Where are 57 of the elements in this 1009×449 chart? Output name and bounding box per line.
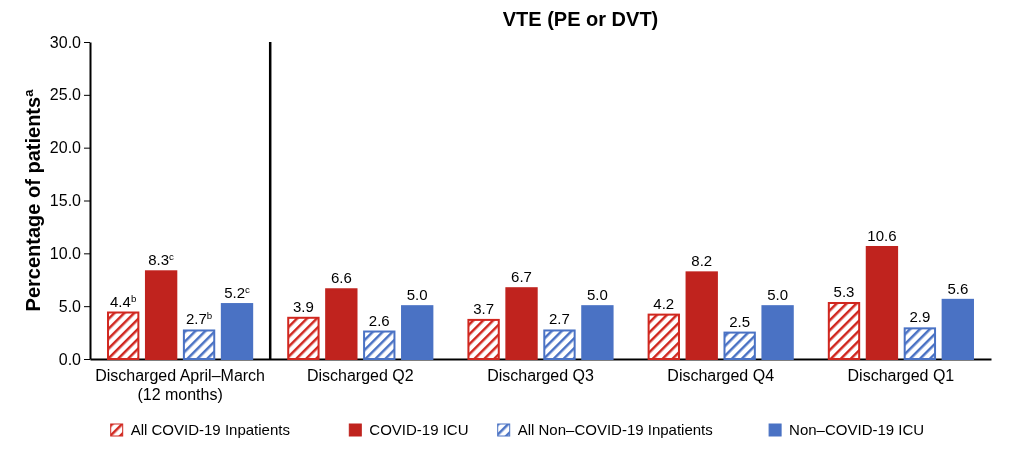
y-tick-label: 10.0 <box>49 244 82 262</box>
bar <box>543 329 576 360</box>
data-label: 6.7 <box>511 268 532 286</box>
data-label: 2.6 <box>368 311 390 329</box>
data-label: 5.6 <box>947 279 969 297</box>
data-label: 5.0 <box>586 286 608 304</box>
bar <box>287 316 320 360</box>
bar <box>107 311 140 360</box>
y-tick-label: 15.0 <box>49 192 82 210</box>
y-tick-label: 0.0 <box>58 350 82 368</box>
chart-title: VTE (PE or DVT) <box>502 8 659 30</box>
bar <box>363 330 396 360</box>
data-label: 2.5 <box>729 312 751 330</box>
data-label: 4.4$^{b}$ <box>110 292 137 310</box>
data-label: 2.7$^{b}$ <box>185 309 213 328</box>
y-tick-label: 5.0 <box>58 297 82 315</box>
x-tick-label: Discharged Q1 <box>847 367 955 384</box>
x-tick-label: Discharged April–March (12 months) <box>95 367 266 403</box>
bar <box>182 329 216 360</box>
legend-label: All COVID-19 Inpatients <box>130 421 290 438</box>
bar <box>685 271 718 360</box>
bar <box>467 318 500 360</box>
data-label: 5.2$^{c}$ <box>224 283 250 302</box>
bar <box>903 327 937 360</box>
x-tick-label: Discharged Q2 <box>306 367 414 384</box>
legend-label: COVID-19 ICU <box>369 421 469 438</box>
bar <box>827 302 861 360</box>
data-label: 4.2 <box>653 294 675 312</box>
data-label: 5.0 <box>406 286 428 304</box>
data-label: 5.3 <box>833 283 855 300</box>
bar <box>723 331 756 360</box>
bar <box>401 305 434 360</box>
legend-label: All Non–COVID-19 Inpatients <box>517 421 713 438</box>
y-tick-label: 30.0 <box>49 33 82 51</box>
data-label: 8.3$^{c}$ <box>148 250 175 269</box>
data-label: 3.9 <box>292 297 314 315</box>
y-tick-label: 20.0 <box>49 139 82 157</box>
data-label: 2.7 <box>549 310 570 328</box>
data-label: 2.9 <box>909 308 931 326</box>
data-label: 6.6 <box>330 269 352 287</box>
data-label: 5.0 <box>767 286 789 304</box>
data-label: 8.2 <box>691 252 713 270</box>
bar <box>761 305 794 360</box>
x-tick-label: Discharged Q4 <box>667 367 775 384</box>
bar <box>941 298 974 360</box>
y-tick-label: 25.0 <box>49 86 82 104</box>
bar <box>325 288 358 360</box>
data-label: 3.7 <box>473 299 495 317</box>
bar <box>581 305 614 360</box>
legend-label: Non–COVID-19 ICU <box>789 421 925 438</box>
bar <box>505 287 538 360</box>
bar <box>865 245 899 360</box>
bar <box>220 303 254 360</box>
data-label: 10.6 <box>867 226 897 244</box>
bar <box>144 270 178 360</box>
x-tick-label: Discharged Q3 <box>487 367 594 384</box>
bar <box>647 313 680 360</box>
